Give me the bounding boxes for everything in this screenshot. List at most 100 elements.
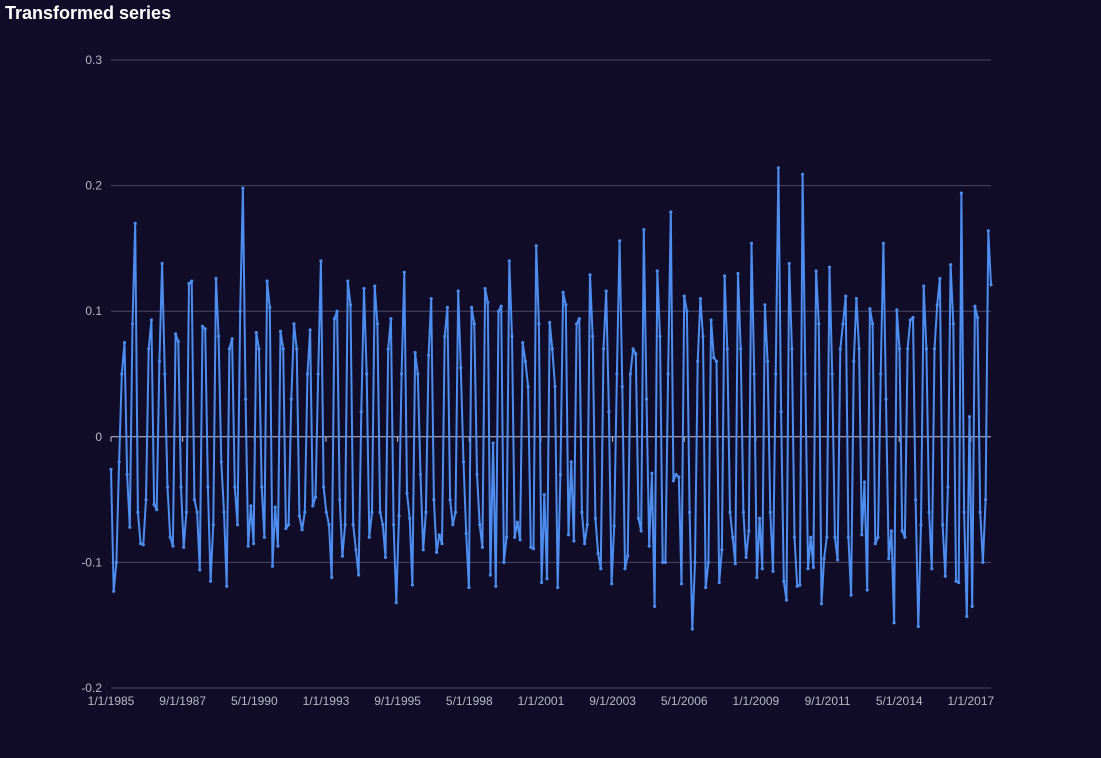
data-point bbox=[448, 498, 452, 502]
data-point bbox=[663, 560, 668, 565]
data-point bbox=[410, 583, 414, 587]
data-point bbox=[281, 347, 285, 351]
data-point bbox=[674, 472, 678, 477]
data-point bbox=[884, 397, 888, 401]
data-point bbox=[488, 573, 492, 577]
data-point bbox=[959, 191, 964, 195]
data-point bbox=[798, 583, 802, 587]
data-point bbox=[187, 282, 191, 286]
data-point bbox=[927, 510, 931, 514]
data-point bbox=[265, 279, 269, 283]
data-point bbox=[626, 554, 630, 558]
data-point bbox=[244, 397, 248, 401]
data-point bbox=[270, 564, 275, 568]
data-point bbox=[418, 472, 423, 477]
data-point bbox=[367, 535, 371, 539]
data-point bbox=[967, 415, 972, 419]
data-point bbox=[712, 356, 716, 360]
data-point bbox=[566, 533, 571, 537]
data-point bbox=[478, 523, 482, 527]
data-point bbox=[830, 372, 834, 376]
data-point bbox=[397, 514, 401, 518]
data-point bbox=[900, 529, 904, 533]
data-point bbox=[416, 372, 420, 376]
data-point bbox=[456, 289, 460, 293]
data-point bbox=[149, 318, 153, 322]
data-point bbox=[636, 516, 641, 521]
data-point bbox=[332, 317, 336, 321]
data-point bbox=[311, 504, 315, 508]
data-point bbox=[736, 271, 740, 276]
data-point bbox=[575, 322, 579, 326]
data-point bbox=[618, 239, 622, 243]
data-point bbox=[580, 510, 584, 514]
data-point bbox=[741, 510, 746, 514]
data-point bbox=[112, 589, 116, 593]
data-point bbox=[887, 557, 891, 561]
data-point bbox=[935, 303, 939, 307]
data-point bbox=[760, 567, 764, 571]
data-point bbox=[879, 372, 883, 376]
data-point bbox=[316, 372, 320, 376]
data-point bbox=[965, 614, 969, 619]
data-point bbox=[806, 567, 810, 571]
data-point bbox=[531, 547, 536, 551]
data-point bbox=[822, 557, 826, 561]
y-axis-ticks: -0.2 -0.1 0 0.1 0.2 0.3 bbox=[81, 53, 102, 695]
data-point bbox=[564, 303, 568, 307]
data-point bbox=[550, 347, 554, 351]
data-point bbox=[784, 598, 789, 602]
data-point bbox=[144, 498, 148, 502]
data-point bbox=[583, 542, 587, 546]
data-point bbox=[322, 485, 326, 489]
data-point bbox=[427, 353, 431, 357]
data-point bbox=[930, 567, 934, 571]
data-point bbox=[233, 485, 237, 489]
data-point bbox=[545, 577, 549, 581]
data-point bbox=[814, 269, 818, 273]
data-point bbox=[919, 523, 923, 527]
x-tick-label: 5/1/1998 bbox=[446, 694, 493, 708]
data-point bbox=[289, 397, 293, 401]
data-point bbox=[644, 397, 649, 401]
data-point bbox=[577, 317, 581, 321]
data-point bbox=[529, 545, 533, 549]
data-point bbox=[938, 276, 942, 281]
data-point bbox=[569, 460, 573, 464]
data-point bbox=[548, 320, 552, 325]
data-point bbox=[871, 322, 875, 326]
data-point bbox=[585, 523, 589, 527]
data-point bbox=[596, 552, 600, 556]
data-point bbox=[803, 372, 807, 376]
data-point bbox=[335, 309, 339, 313]
data-point bbox=[650, 471, 654, 475]
data-point bbox=[946, 485, 950, 489]
data-point bbox=[623, 567, 627, 571]
data-point bbox=[682, 294, 686, 298]
data-point bbox=[790, 347, 794, 351]
data-point bbox=[970, 604, 974, 609]
data-point bbox=[763, 303, 767, 307]
data-point bbox=[889, 529, 894, 533]
data-point bbox=[198, 568, 202, 572]
data-point bbox=[986, 229, 990, 233]
data-point bbox=[558, 472, 563, 477]
data-point bbox=[809, 535, 813, 539]
data-point bbox=[572, 539, 576, 543]
data-point bbox=[515, 520, 520, 524]
data-point bbox=[661, 560, 665, 565]
data-point bbox=[130, 322, 135, 326]
data-point bbox=[292, 322, 296, 326]
x-tick-label: 9/1/2011 bbox=[805, 694, 851, 708]
data-point bbox=[354, 548, 358, 552]
data-point bbox=[327, 523, 331, 527]
data-point bbox=[494, 584, 498, 588]
data-point bbox=[211, 523, 215, 527]
data-point bbox=[693, 560, 697, 565]
data-point bbox=[612, 524, 616, 528]
data-point bbox=[922, 284, 926, 288]
data-point bbox=[954, 579, 958, 583]
data-point bbox=[811, 565, 816, 570]
data-point bbox=[696, 359, 700, 363]
data-point bbox=[375, 322, 379, 326]
